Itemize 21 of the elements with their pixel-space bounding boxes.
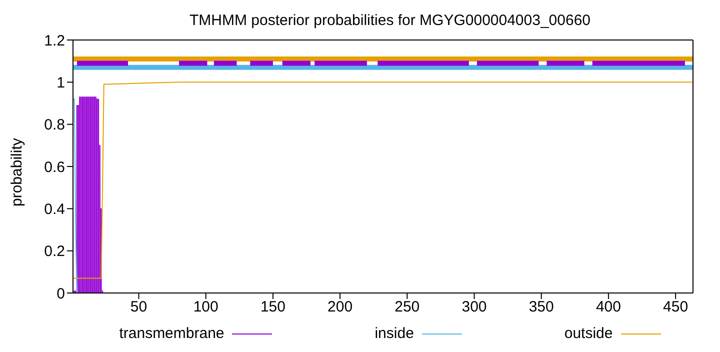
y-tick-label: 0.6 (44, 158, 65, 176)
x-tick-label: 300 (462, 298, 487, 316)
chart-title: TMHMM posterior probabilities for MGYG000004003_00660 (188, 11, 592, 29)
x-tick-label: 200 (328, 298, 353, 316)
y-tick-label: 0.4 (44, 200, 65, 218)
y-tick-label: 0 (56, 285, 65, 302)
x-tick-label: 400 (596, 298, 621, 316)
y-axis-title: probability (8, 138, 26, 206)
x-tick-label: 50 (130, 298, 148, 316)
legend-label: transmembrane (119, 325, 226, 342)
x-tick-label: 450 (663, 298, 688, 316)
y-tick-label: 0.8 (44, 116, 65, 134)
x-tick-label: 350 (528, 298, 554, 316)
y-tick-label: 1 (56, 74, 65, 92)
x-tick-label: 100 (193, 298, 218, 316)
y-tick-label: 0.2 (44, 243, 65, 260)
legend-label: inside (374, 325, 415, 342)
x-tick-label: 150 (260, 298, 286, 316)
y-tick-label: 1.2 (44, 32, 65, 50)
legend-label: outside (564, 325, 614, 342)
x-tick-label: 250 (394, 298, 420, 316)
